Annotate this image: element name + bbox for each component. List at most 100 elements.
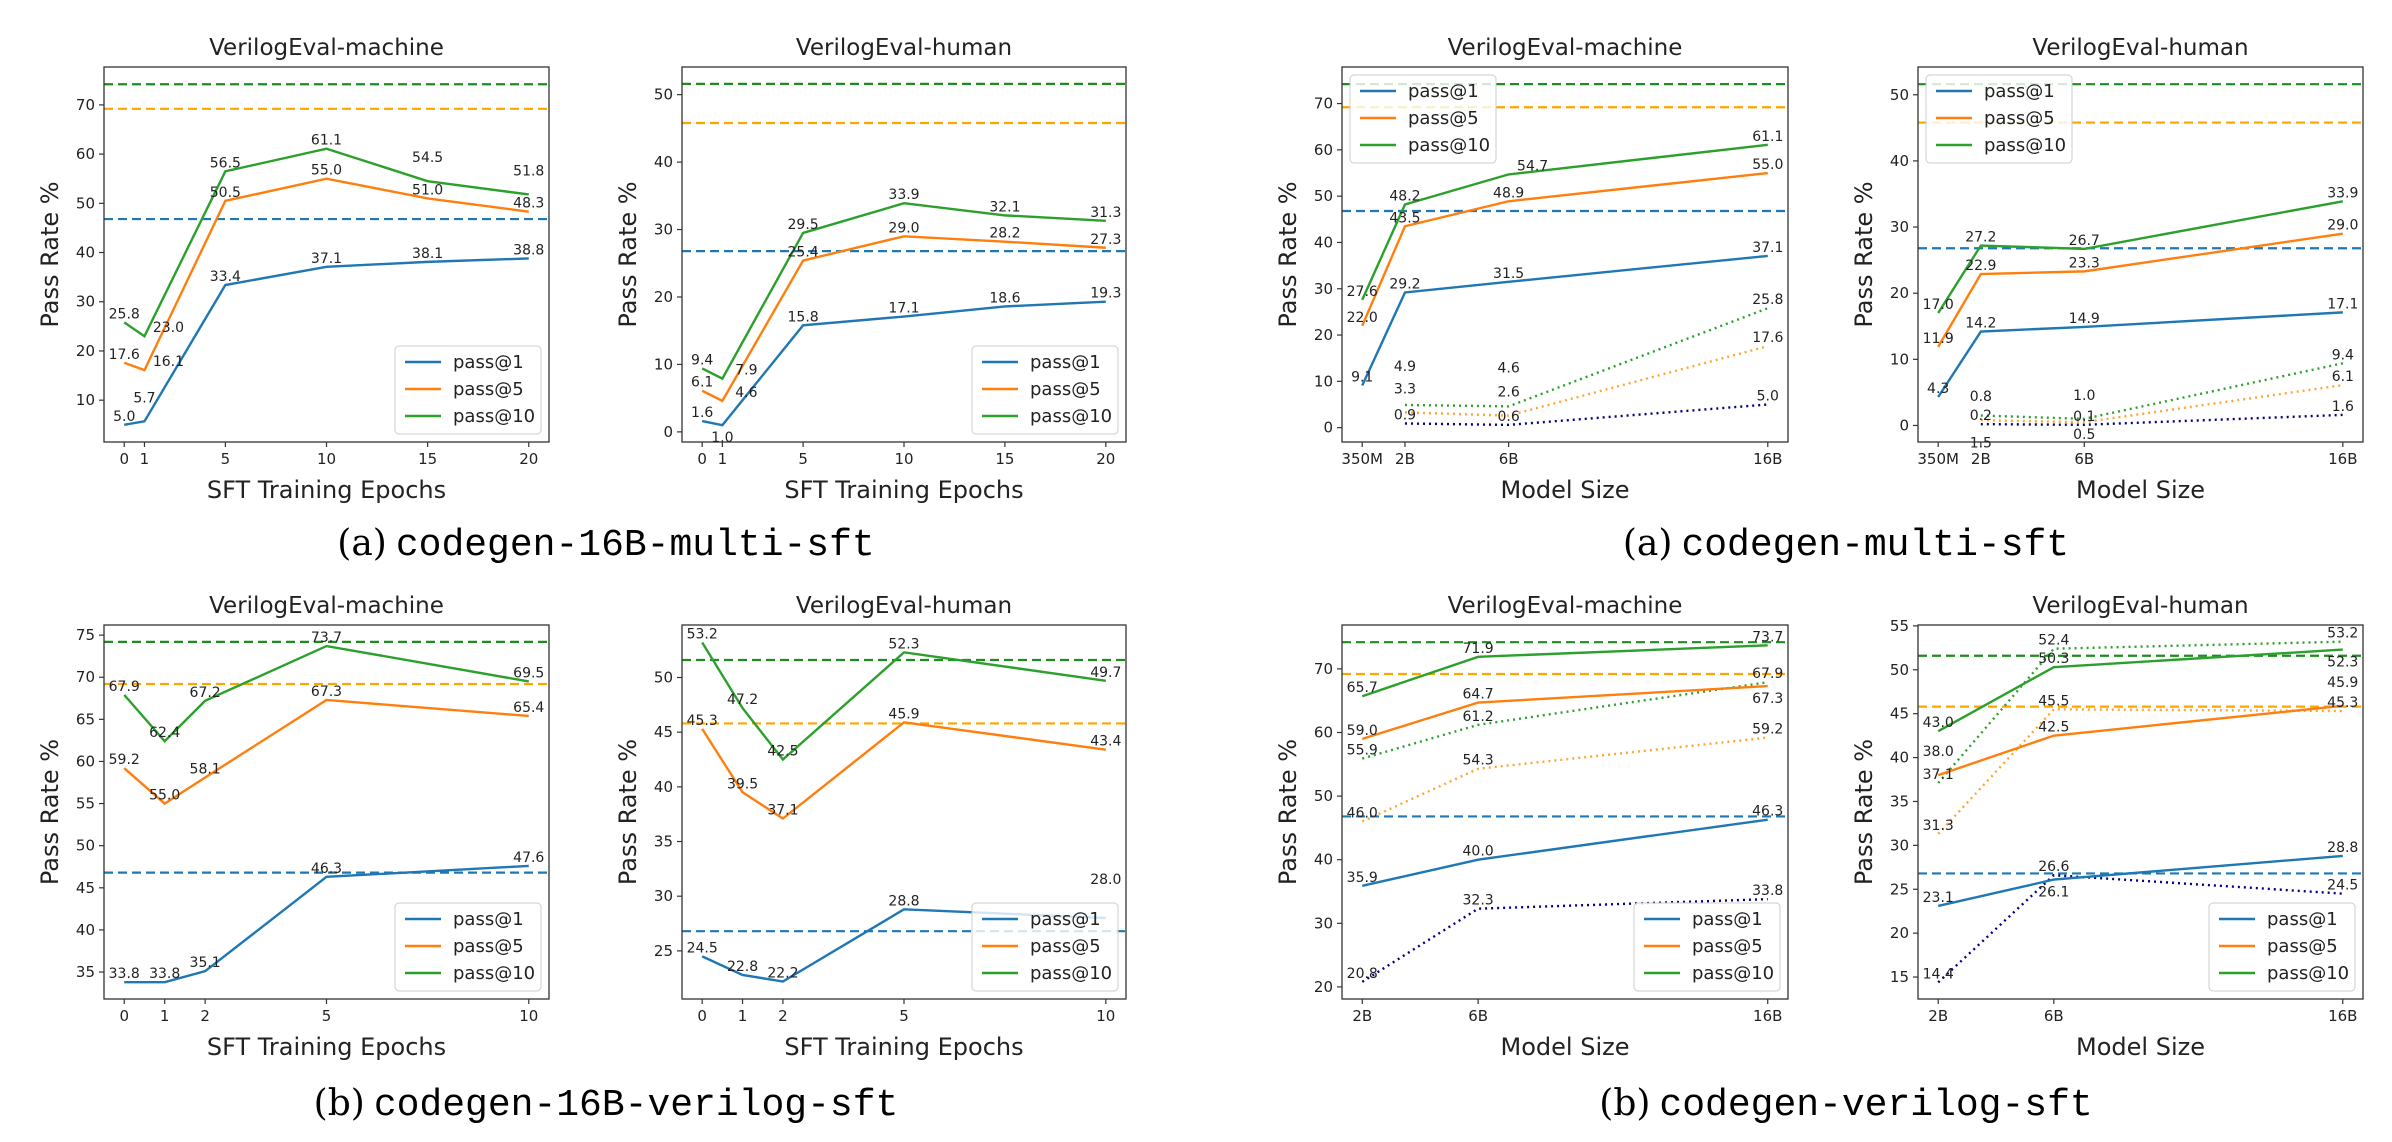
data-label: 26.6 bbox=[2038, 859, 2069, 875]
data-label: 22.0 bbox=[1347, 310, 1378, 326]
data-label: 26.7 bbox=[2069, 233, 2100, 249]
chart-title: VerilogEval-machine bbox=[1448, 593, 1683, 619]
series-line-pass@10 bbox=[1937, 200, 2344, 314]
data-label: 28.8 bbox=[888, 893, 919, 909]
chart-2: VerilogEval-human SFT Training Epochs Pass… bbox=[614, 35, 1127, 504]
dotted-series-line bbox=[1361, 681, 1768, 760]
caption-model: codegen-verilog-sft bbox=[1659, 1084, 2093, 1127]
legend-label: pass@10 bbox=[1408, 135, 1490, 156]
dotted-series-line bbox=[1980, 413, 2343, 427]
data-label: 18.6 bbox=[989, 290, 1020, 306]
series-line-pass@5 bbox=[1361, 171, 1768, 327]
legend: pass@1 pass@5 pass@10 bbox=[2208, 902, 2356, 992]
x-tick-label: 5 bbox=[322, 1007, 332, 1025]
x-tick-label: 2B bbox=[1395, 450, 1415, 468]
caption-model: codegen-multi-sft bbox=[1681, 524, 2070, 567]
caption-model: codegen-16B-multi-sft bbox=[395, 524, 875, 567]
data-label: 25.8 bbox=[109, 306, 140, 322]
data-label: 6.1 bbox=[2332, 369, 2354, 385]
caption-label: (a) bbox=[337, 523, 387, 564]
y-axis-label: Pass Rate % bbox=[1850, 181, 1878, 327]
data-label: 73.7 bbox=[311, 630, 342, 646]
data-label: 4.9 bbox=[1394, 359, 1416, 375]
x-axis-label: Model Size bbox=[2076, 1033, 2205, 1061]
data-label: 0.8 bbox=[1970, 389, 1992, 405]
x-tick-label: 1 bbox=[738, 1007, 748, 1025]
series-line-pass@1 bbox=[1362, 818, 1768, 887]
y-tick-label: 50 bbox=[654, 86, 673, 104]
chart-title: VerilogEval-machine bbox=[1448, 35, 1683, 61]
y-tick-label: 70 bbox=[1314, 95, 1333, 113]
data-label: 55.0 bbox=[149, 788, 180, 804]
data-label: 28.8 bbox=[2327, 840, 2358, 856]
x-tick-label: 20 bbox=[1096, 450, 1115, 468]
chart-7: VerilogEval-machine Model Size Pass Rate %… bbox=[1274, 593, 1789, 1061]
data-label: 4.6 bbox=[1498, 360, 1520, 376]
data-label: 28.0 bbox=[1090, 872, 1121, 888]
data-label: 45.9 bbox=[888, 706, 919, 722]
data-label: 19.3 bbox=[1090, 286, 1121, 302]
chart-title: VerilogEval-machine bbox=[209, 593, 444, 619]
legend-label: pass@10 bbox=[453, 963, 535, 984]
data-label: 46.3 bbox=[311, 861, 342, 877]
y-tick-label: 55 bbox=[76, 795, 95, 813]
chart-title: VerilogEval-human bbox=[2032, 593, 2248, 619]
y-tick-label: 50 bbox=[76, 194, 95, 212]
x-tick-label: 6B bbox=[2074, 450, 2094, 468]
legend: pass@1 pass@5 pass@10 bbox=[394, 345, 542, 435]
series-line-pass@5 bbox=[123, 177, 529, 372]
legend-box bbox=[1633, 902, 1781, 992]
x-tick-label: 10 bbox=[519, 1007, 538, 1025]
y-tick-label: 10 bbox=[76, 391, 95, 409]
data-label: 1.6 bbox=[691, 405, 713, 421]
y-tick-label: 25 bbox=[1890, 880, 1909, 898]
data-label: 17.1 bbox=[888, 301, 919, 317]
legend-label: pass@1 bbox=[453, 352, 524, 373]
x-tick-label: 5 bbox=[899, 1007, 909, 1025]
x-tick-label: 16B bbox=[1753, 1007, 1782, 1025]
y-tick-label: 40 bbox=[654, 153, 673, 171]
x-tick-label: 15 bbox=[995, 450, 1014, 468]
data-label: 1.0 bbox=[711, 430, 733, 446]
data-label: 1.5 bbox=[1970, 436, 1992, 452]
chart-6: VerilogEval-human SFT Training Epochs Pass… bbox=[614, 593, 1127, 1061]
x-tick-label: 2B bbox=[1971, 450, 1991, 468]
caption-bottom-right: (b) codegen-verilog-sft bbox=[1599, 1082, 2092, 1127]
x-tick-label: 16B bbox=[2328, 450, 2357, 468]
x-tick-label: 0 bbox=[119, 1007, 129, 1025]
y-tick-label: 50 bbox=[1890, 86, 1909, 104]
data-label: 46.0 bbox=[1347, 806, 1378, 822]
data-label: 5.0 bbox=[113, 409, 135, 425]
legend: pass@1 pass@5 pass@10 bbox=[971, 902, 1119, 992]
x-tick-label: 2 bbox=[200, 1007, 210, 1025]
legend: pass@1 pass@5 pass@10 bbox=[1349, 74, 1497, 164]
data-label: 52.4 bbox=[2038, 633, 2069, 649]
series-line-pass@10 bbox=[1361, 644, 1768, 698]
x-tick-label: 1 bbox=[140, 450, 150, 468]
data-label: 69.5 bbox=[513, 665, 544, 681]
x-axis-label: SFT Training Epochs bbox=[784, 1033, 1023, 1061]
data-label: 17.6 bbox=[109, 347, 140, 363]
data-label: 20.8 bbox=[1347, 966, 1378, 982]
x-tick-label: 0 bbox=[697, 450, 707, 468]
y-tick-label: 20 bbox=[654, 288, 673, 306]
legend: pass@1 pass@5 pass@10 bbox=[1925, 74, 2073, 164]
caption-bottom-left: (b) codegen-16B-verilog-sft bbox=[314, 1082, 899, 1127]
x-tick-label: 16B bbox=[1753, 450, 1782, 468]
series-line-pass@1 bbox=[701, 300, 1106, 427]
x-tick-label: 0 bbox=[119, 450, 129, 468]
y-tick-label: 30 bbox=[1314, 280, 1333, 298]
caption-label: (b) bbox=[1599, 1083, 1651, 1124]
caption-model: codegen-16B-verilog-sft bbox=[373, 1084, 899, 1127]
data-label: 67.2 bbox=[190, 685, 221, 701]
data-label: 1.0 bbox=[2073, 388, 2095, 404]
data-label: 23.1 bbox=[1923, 890, 1954, 906]
series-line-pass@10 bbox=[123, 644, 529, 743]
series-line-pass@1 bbox=[1361, 254, 1768, 387]
series-line-pass@5 bbox=[701, 235, 1106, 403]
data-label: 16.1 bbox=[153, 354, 184, 370]
legend-box bbox=[394, 902, 542, 992]
legend-label: pass@1 bbox=[2267, 909, 2338, 930]
series-line-pass@10 bbox=[701, 202, 1106, 381]
axes-frame bbox=[1917, 624, 2364, 1000]
